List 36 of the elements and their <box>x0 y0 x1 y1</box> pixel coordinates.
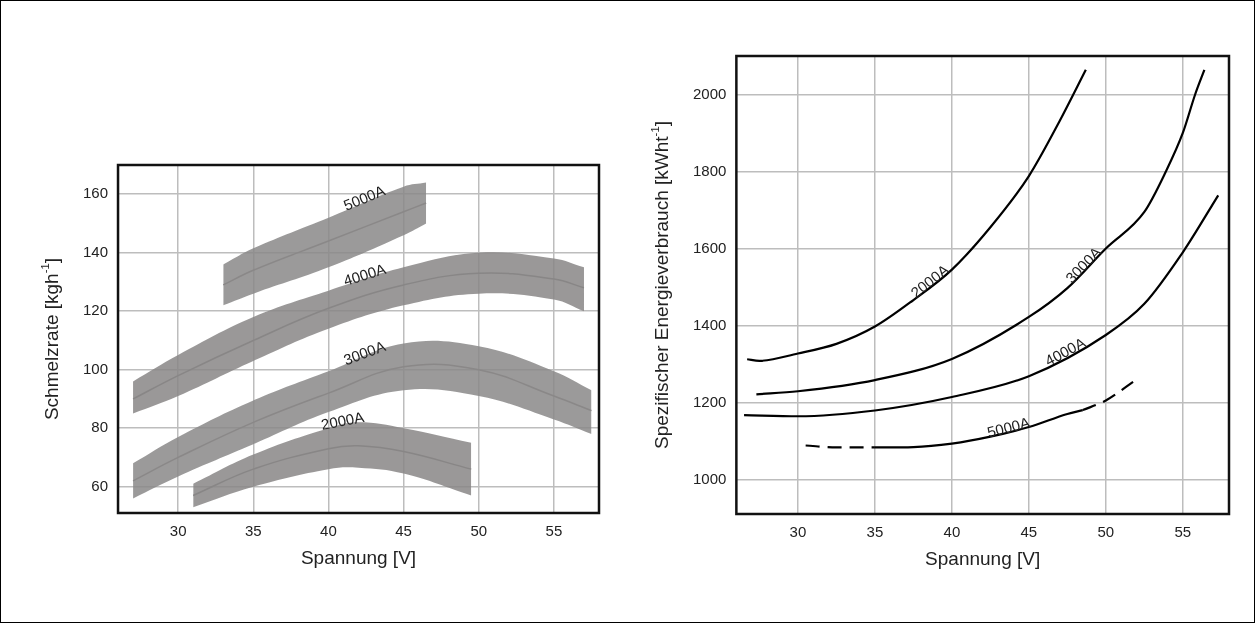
x-tick-label: 50 <box>1097 523 1115 541</box>
x-tick-label: 55 <box>1174 523 1192 541</box>
y-tick-label: 140 <box>83 242 109 260</box>
y-tick-label: 80 <box>91 418 109 436</box>
y-tick-label: 100 <box>83 359 109 377</box>
y-tick-label: 60 <box>91 476 109 494</box>
x-tick-label: 45 <box>395 522 412 540</box>
text: 5000A <box>985 413 1032 441</box>
text: 4000A <box>1041 333 1089 370</box>
text: 5000A <box>340 181 388 214</box>
x-tick-label: 45 <box>1020 523 1038 541</box>
x-tick-label: 35 <box>244 522 262 540</box>
x-tick-label: 30 <box>169 522 187 540</box>
text: 2000A <box>319 408 366 433</box>
y-tick-label: 1000 <box>692 469 727 487</box>
x-axis-title: Spannung [V] <box>300 547 417 569</box>
line-series <box>755 68 1206 396</box>
x-tick-label: 40 <box>320 522 337 540</box>
y-tick-label: 1400 <box>692 315 727 333</box>
y-tick-label: 1800 <box>692 161 727 179</box>
y-axis-title: Schmelzrate [kgh-1] <box>39 257 63 421</box>
line-series <box>742 194 1220 418</box>
text: 4000A <box>341 259 388 289</box>
y-tick-label: 2000 <box>692 84 727 102</box>
x-tick-label: 55 <box>545 522 563 540</box>
x-tick-label: 40 <box>943 523 961 541</box>
x-tick-label: 35 <box>866 523 884 541</box>
x-tick-label: 50 <box>470 522 488 540</box>
x-axis-title: Spannung [V] <box>925 548 1041 570</box>
text: 3000A <box>341 337 388 369</box>
y-tick-label: 120 <box>83 301 109 319</box>
x-tick-label: 30 <box>789 523 807 541</box>
y-tick-label: 1600 <box>692 238 727 256</box>
y-tick-label: 160 <box>83 184 109 202</box>
y-tick-label: 1200 <box>692 392 727 410</box>
y-axis-title: Spezifischer Energieverbrauch [kWht-1] <box>649 121 673 449</box>
